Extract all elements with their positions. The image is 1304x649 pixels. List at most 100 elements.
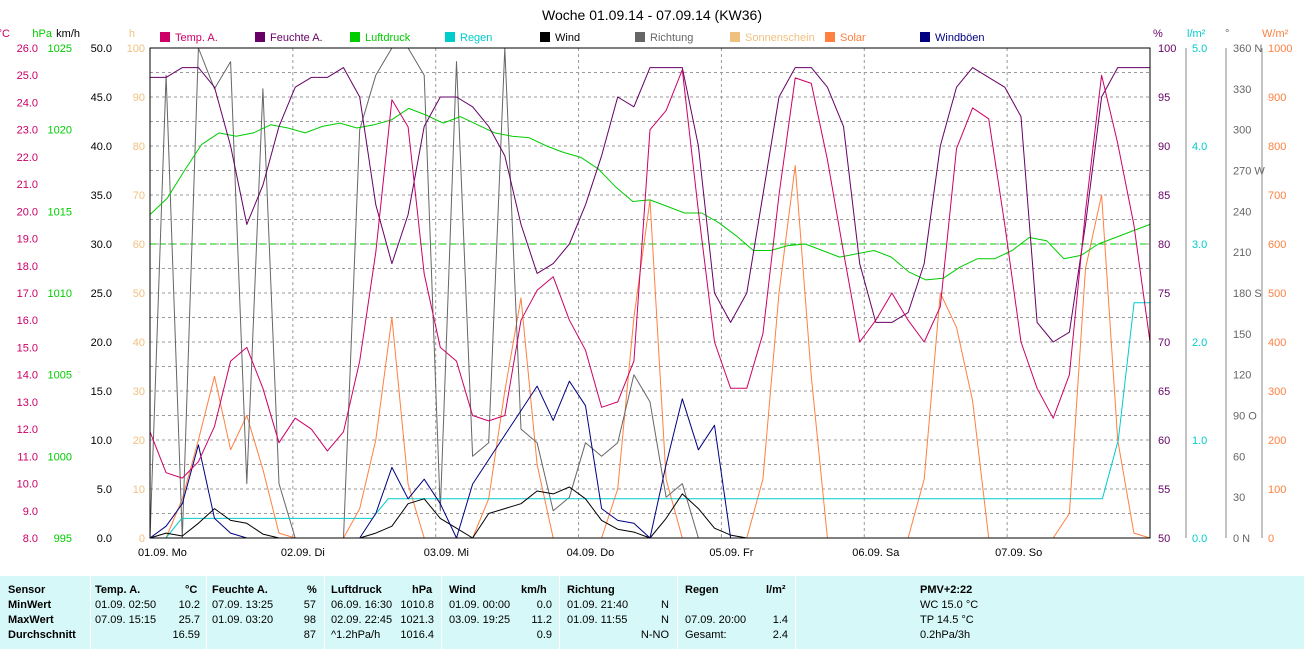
sun-tick-label: 80: [133, 141, 145, 153]
sun-tick-label: 70: [133, 190, 145, 202]
sun-tick-label: 30: [133, 386, 145, 398]
legend-label: Feuchte A.: [270, 32, 323, 44]
max-label: MaxWert: [8, 614, 54, 626]
x-tick-label: 02.09. Di: [281, 547, 325, 559]
dir-tick-label: 360 N: [1233, 43, 1262, 55]
temp-unit: °C: [185, 584, 198, 596]
hum-tick-label: 80: [1158, 239, 1170, 251]
rain-total-value: 2.4: [772, 629, 788, 641]
chart-title: Woche 01.09.14 - 07.09.14 (KW36): [542, 7, 762, 23]
dir-max-time: 01.09. 11:55: [567, 614, 628, 626]
dir-avg-value: N-NO: [640, 629, 669, 641]
legend-swatch: [160, 32, 170, 42]
temp-tick-label: 20.0: [17, 206, 38, 218]
solar-tick-label: 500: [1268, 288, 1286, 300]
sun-tick-label: 20: [133, 435, 145, 447]
legend-swatch: [825, 32, 835, 42]
dir-tick-label: 90 O: [1233, 411, 1257, 423]
wind-chill: WC 15.0 °C: [920, 599, 979, 611]
temp-header: Temp. A.: [95, 584, 141, 596]
hum-header: Feuchte A.: [212, 584, 268, 596]
solar-tick-label: 200: [1268, 435, 1286, 447]
axis-labels: °C 26.0 25.0 24.0 23.0 22.0 21.0 20.0 19.0 18.0 17…: [0, 28, 1292, 545]
rain-max-value: 1.4: [772, 614, 788, 626]
x-tick-label: 01.09. Mo: [138, 547, 187, 559]
temp-tick-label: 23.0: [17, 125, 38, 137]
hum-max-value: 98: [303, 614, 316, 626]
temp-tick-label: 24.0: [17, 97, 38, 109]
temp-tick-label: 15.0: [17, 342, 38, 354]
sun-tick-label: 0: [139, 533, 145, 545]
press-tick-label: 1020: [48, 125, 72, 137]
legend-label: Richtung: [650, 32, 693, 44]
temp-tick-label: 13.0: [17, 397, 38, 409]
wind-tick-label: 10.0: [91, 435, 112, 447]
wind-header: Wind: [449, 584, 476, 596]
x-axis-labels: 01.09. Mo 02.09. Di 03.09. Mi 04.09. Do 05.0…: [138, 547, 1042, 559]
legend-swatch: [255, 32, 265, 42]
solar-tick-label: 700: [1268, 190, 1286, 202]
hum-min-time: 07.09. 13:25: [212, 599, 274, 611]
rain-header: Regen: [685, 584, 719, 596]
temp-max-value: 25.7: [178, 614, 200, 626]
sun-tick-label: 50: [133, 288, 145, 300]
x-tick-label: 07.09. So: [995, 547, 1042, 559]
temp-tick-label: 16.0: [17, 315, 38, 327]
dir-tick-label: 300: [1233, 125, 1251, 137]
temp-avg-value: 16.59: [172, 629, 200, 641]
press-tick-label: 1015: [48, 206, 72, 218]
temp-tick-label: 17.0: [17, 288, 38, 300]
dir-tick-label: 180 S: [1233, 288, 1262, 300]
solar-tick-label: 100: [1268, 484, 1286, 496]
hum-min-value: 57: [303, 599, 316, 611]
rain-axis-unit: l/m²: [1187, 28, 1206, 40]
legend-swatch: [350, 32, 360, 42]
press-tick-label: 1000: [48, 451, 72, 463]
rain-tick-label: 1.0: [1192, 435, 1207, 447]
hum-tick-label: 65: [1158, 386, 1170, 398]
temp-tick-label: 11.0: [17, 451, 38, 463]
series-line-regen: [150, 302, 1150, 539]
stats-panel: Sensor MinWert MaxWert Durchschnitt Temp…: [0, 576, 1304, 649]
sun-axis-unit: h: [129, 28, 135, 40]
temp-axis-unit: °C: [0, 28, 10, 40]
wind-tick-label: 50.0: [91, 43, 112, 55]
wind-tick-label: 40.0: [91, 141, 112, 153]
pressure-trend-3h: 0.2hPa/3h: [920, 629, 971, 641]
plot-frame: [149, 47, 1151, 539]
series-line-temp-a-: [149, 69, 1151, 479]
press-avg-value: 1016.4: [400, 629, 434, 641]
separator: [441, 576, 442, 649]
hum-axis-unit: %: [1153, 28, 1163, 40]
wind-tick-label: 5.0: [97, 484, 112, 496]
pmv-header: PMV+2:22: [920, 584, 973, 596]
legend-label: Wind: [555, 32, 580, 44]
temp-tick-label: 8.0: [23, 533, 38, 545]
solar-tick-label: 400: [1268, 337, 1286, 349]
series-line-luftdruck: [149, 107, 1151, 281]
chart-background: [0, 0, 1304, 576]
rain-tick-label: 3.0: [1192, 239, 1207, 251]
legend-swatch: [540, 32, 550, 42]
rain-tick-label: 0.0: [1192, 533, 1207, 545]
hum-max-time: 01.09. 03:20: [212, 614, 274, 626]
temp-tick-label: 21.0: [17, 179, 38, 191]
dir-header: Richtung: [567, 584, 615, 596]
hum-unit: %: [307, 584, 317, 596]
hum-tick-label: 90: [1158, 141, 1170, 153]
wind-avg-value: 0.9: [536, 629, 552, 641]
press-header: Luftdruck: [331, 584, 382, 596]
temp-tick-label: 9.0: [23, 506, 38, 518]
legend: Temp. A. Feuchte A. Luftdruck Regen Wind Rich…: [160, 32, 985, 44]
x-tick-label: 05.09. Fr: [709, 547, 753, 559]
dir-tick-label: 30: [1233, 492, 1245, 504]
dir-tick-label: 270 W: [1233, 166, 1265, 178]
press-trend: ^1.2hPa/h: [331, 629, 381, 641]
dew-point: TP 14.5 °C: [920, 614, 974, 626]
press-tick-label: 1025: [48, 43, 72, 55]
solar-tick-label: 0: [1268, 533, 1274, 545]
sun-tick-label: 40: [133, 337, 145, 349]
wind-max-value: 11.2: [531, 614, 552, 626]
legend-swatch: [445, 32, 455, 42]
rain-tick-label: 4.0: [1192, 141, 1207, 153]
